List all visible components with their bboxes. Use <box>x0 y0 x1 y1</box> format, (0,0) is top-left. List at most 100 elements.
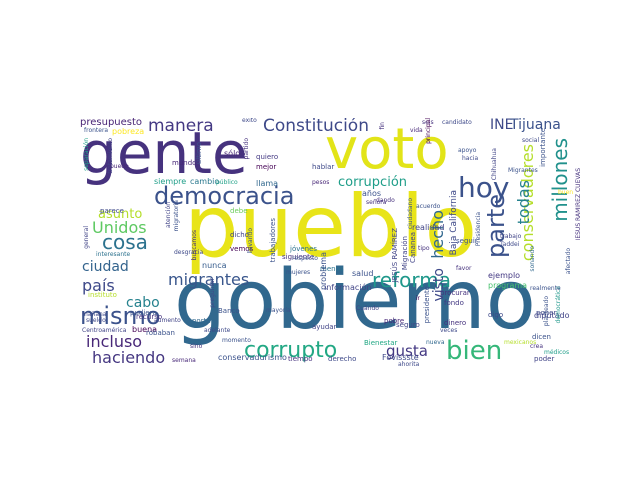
word: migratoria <box>173 200 180 232</box>
word: principal <box>425 118 432 144</box>
word: asunto <box>98 207 143 222</box>
word: realidad <box>412 223 445 232</box>
word: presidente <box>423 286 431 324</box>
word: ayudar <box>312 323 337 331</box>
word: mañana <box>82 311 107 318</box>
word: crea <box>530 343 544 350</box>
word: bien <box>446 336 503 366</box>
word: poder <box>534 355 555 363</box>
word: programa <box>488 281 528 290</box>
word: robaban <box>146 329 175 337</box>
word: información <box>324 283 372 292</box>
word: importante <box>539 128 547 167</box>
word: voto <box>325 118 449 182</box>
word: poner <box>536 309 557 317</box>
word: frontera <box>84 127 109 134</box>
word: salud <box>352 269 374 278</box>
word: Presidencia <box>475 212 482 247</box>
word: Taddei <box>500 241 520 248</box>
word: ciudadano <box>407 198 414 230</box>
word: sueldo <box>86 317 106 324</box>
word: sólo <box>224 149 241 158</box>
word: sino <box>190 343 203 350</box>
word: JESÚS RAMÍREZ CUEVAS <box>575 168 580 241</box>
word: siguiente <box>282 253 315 261</box>
word: pudiera <box>130 309 157 317</box>
word: adelante <box>204 327 231 334</box>
word: Cuándo <box>356 305 379 312</box>
word: mujeres <box>286 269 311 276</box>
word: Migración <box>401 236 409 271</box>
word: último <box>195 142 203 165</box>
word: parece <box>100 207 124 215</box>
word: corrupto <box>244 338 338 363</box>
word: gente <box>80 119 248 187</box>
word: señora <box>366 199 387 206</box>
word: pueblo <box>184 177 478 277</box>
word: hoy <box>458 171 510 204</box>
word: jóvenes <box>290 245 318 253</box>
word: haciendo <box>92 348 166 367</box>
word: dinero <box>444 319 467 327</box>
word: millones <box>548 138 572 222</box>
word: mejor <box>256 163 277 171</box>
word: Tijuana <box>510 118 561 133</box>
word: atención <box>165 202 172 228</box>
word: ejemplo <box>488 271 521 280</box>
word: Banco <box>218 307 240 315</box>
word: norte <box>192 317 211 325</box>
word: pesos <box>312 179 330 186</box>
word: afectado <box>565 248 572 275</box>
word: mismo <box>80 302 161 330</box>
word: manera <box>148 118 214 136</box>
word: momento <box>222 337 251 344</box>
word: recurso <box>136 313 163 321</box>
word: semana <box>172 357 196 364</box>
word: puedo <box>110 163 129 170</box>
word: seguir <box>456 237 478 245</box>
word: gobierno <box>174 253 536 348</box>
word: fin <box>379 122 386 130</box>
word: vida <box>410 127 423 134</box>
word: INE <box>490 118 514 133</box>
word: procurar <box>440 289 470 297</box>
word: ahorita <box>398 361 420 368</box>
word: hecho <box>428 210 447 259</box>
word: llevando <box>247 228 254 254</box>
word: partido <box>243 138 250 160</box>
word: años <box>362 189 382 198</box>
word: Baja California <box>449 190 459 256</box>
word: fondo <box>444 299 464 307</box>
word: vemos <box>230 245 254 253</box>
word: veces <box>440 327 458 334</box>
word: siempre <box>154 177 187 186</box>
word: Chihuahua <box>491 148 498 181</box>
word: éxito <box>242 118 257 124</box>
word: acuerdo <box>416 203 441 210</box>
word: Fovissste <box>382 353 419 362</box>
word: Cananea <box>409 232 417 263</box>
word: buscamos <box>191 230 198 261</box>
word: cabo <box>126 295 160 311</box>
word: tipo <box>418 245 430 252</box>
word: seis <box>422 119 434 126</box>
word: público <box>216 179 238 186</box>
word: apoyo <box>458 147 477 154</box>
word: mexicanos <box>504 339 537 346</box>
word: trabajadores <box>269 218 277 263</box>
word: respecto <box>292 255 318 262</box>
word: sonando <box>529 246 536 272</box>
word: tiempo <box>288 355 313 363</box>
word: médicos <box>544 349 570 356</box>
word: derecho <box>328 355 357 363</box>
word: dicen <box>532 333 551 341</box>
word: buen <box>558 189 574 196</box>
word: mundo <box>172 159 197 167</box>
word: instituto <box>88 291 117 299</box>
word: separación <box>83 138 90 171</box>
word: Constitución <box>263 118 369 136</box>
word: incluso <box>86 332 143 351</box>
word: candidato <box>442 119 472 126</box>
word: buena <box>132 325 158 334</box>
word: democracia <box>154 182 295 210</box>
